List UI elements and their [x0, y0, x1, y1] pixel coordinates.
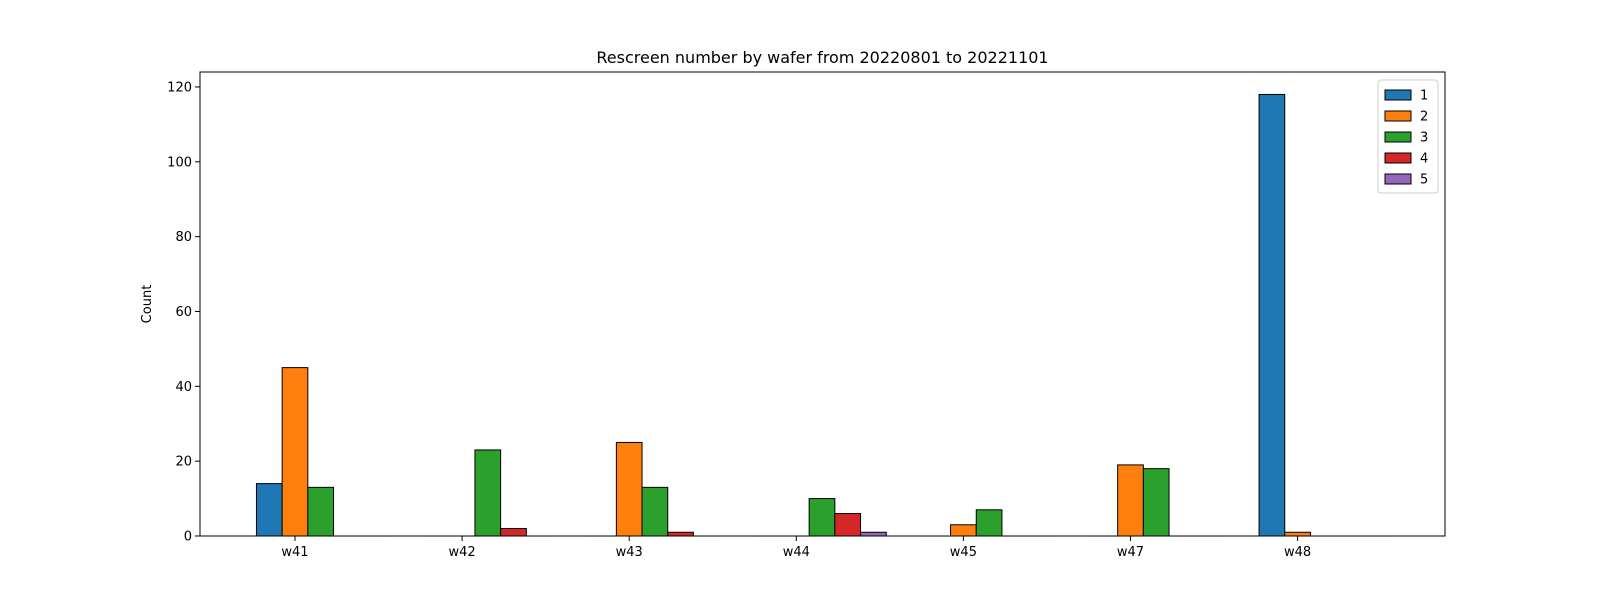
- y-tick-label: 0: [184, 530, 192, 545]
- bar-series-3-w47: [1143, 469, 1169, 536]
- x-tick-label: w44: [783, 545, 810, 560]
- bar-series-4-w43: [668, 532, 694, 536]
- bar-series-3-w41: [308, 487, 334, 536]
- legend-swatch-2: [1385, 111, 1411, 121]
- y-axis-label: Count: [140, 285, 155, 324]
- y-tick-label: 120: [167, 80, 192, 95]
- bar-series-3-w45: [976, 510, 1002, 536]
- y-tick-label: 40: [175, 380, 192, 395]
- legend-label-3: 3: [1420, 131, 1428, 146]
- x-tick-label: w43: [616, 545, 643, 560]
- bar-series-2-w41: [282, 368, 308, 536]
- legend-label-1: 1: [1420, 89, 1428, 104]
- bar-series-1-w41: [256, 484, 282, 536]
- y-tick-label: 100: [167, 155, 192, 170]
- plot-frame: [200, 72, 1445, 536]
- x-tick-label: w41: [281, 545, 308, 560]
- y-tick-label: 60: [175, 305, 192, 320]
- legend-label-2: 2: [1420, 110, 1428, 125]
- legend-swatch-5: [1385, 174, 1411, 184]
- legend: 1 2 3 4 5: [1378, 80, 1438, 193]
- y-axis: 0 20 40 60 80 100 120: [167, 80, 200, 544]
- bar-series-3-w42: [475, 450, 501, 536]
- bar-series-2-w43: [616, 442, 642, 536]
- bar-series-3-w43: [642, 487, 668, 536]
- bar-series-2-w45: [951, 525, 977, 536]
- bar-series-2-w47: [1118, 465, 1144, 536]
- bar-series-2-w48: [1285, 532, 1311, 536]
- x-tick-label: w42: [449, 545, 476, 560]
- legend-label-4: 4: [1420, 152, 1428, 167]
- legend-label-5: 5: [1420, 173, 1428, 188]
- x-axis: w41 w42 w43 w44 w45 w47 w48: [281, 536, 1311, 560]
- bar-series-4-w42: [501, 529, 527, 536]
- legend-swatch-1: [1385, 90, 1411, 100]
- bars-layer: [256, 94, 1387, 536]
- legend-swatch-3: [1385, 132, 1411, 142]
- x-tick-label: w48: [1284, 545, 1311, 560]
- legend-swatch-4: [1385, 153, 1411, 163]
- bar-series-1-w48: [1259, 94, 1285, 536]
- chart-title: Rescreen number by wafer from 20220801 t…: [596, 48, 1048, 67]
- bar-series-3-w44: [809, 499, 835, 536]
- y-tick-label: 80: [175, 230, 192, 245]
- bar-series-5-w44: [861, 532, 887, 536]
- bar-series-4-w44: [835, 514, 861, 536]
- x-tick-label: w45: [950, 545, 977, 560]
- y-tick-label: 20: [175, 455, 192, 470]
- x-tick-label: w47: [1117, 545, 1144, 560]
